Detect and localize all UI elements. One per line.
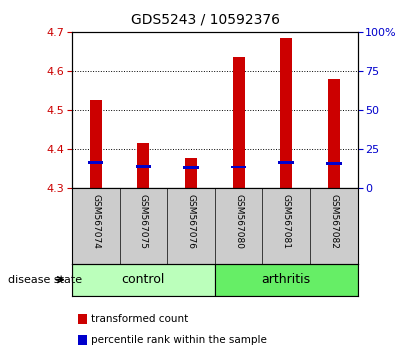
Text: transformed count: transformed count <box>91 314 189 324</box>
Bar <box>231 166 246 169</box>
Bar <box>278 161 294 164</box>
Bar <box>183 166 199 169</box>
Bar <box>233 57 245 188</box>
Bar <box>136 165 151 167</box>
Text: arthritis: arthritis <box>261 273 311 286</box>
Bar <box>326 162 342 165</box>
Bar <box>88 161 104 164</box>
Text: percentile rank within the sample: percentile rank within the sample <box>91 335 267 345</box>
Text: disease state: disease state <box>8 275 82 285</box>
Text: GSM567081: GSM567081 <box>282 194 291 249</box>
Text: GSM567080: GSM567080 <box>234 194 243 249</box>
Bar <box>215 264 358 296</box>
Text: GSM567075: GSM567075 <box>139 194 148 249</box>
Text: GSM567076: GSM567076 <box>187 194 196 249</box>
Bar <box>90 100 102 188</box>
Bar <box>185 158 197 188</box>
Text: GSM567082: GSM567082 <box>329 194 338 249</box>
Text: GSM567074: GSM567074 <box>91 194 100 249</box>
Bar <box>137 143 149 188</box>
Bar <box>72 264 215 296</box>
Text: GDS5243 / 10592376: GDS5243 / 10592376 <box>131 12 280 27</box>
Bar <box>328 79 340 188</box>
Text: control: control <box>122 273 165 286</box>
Bar <box>280 38 292 188</box>
